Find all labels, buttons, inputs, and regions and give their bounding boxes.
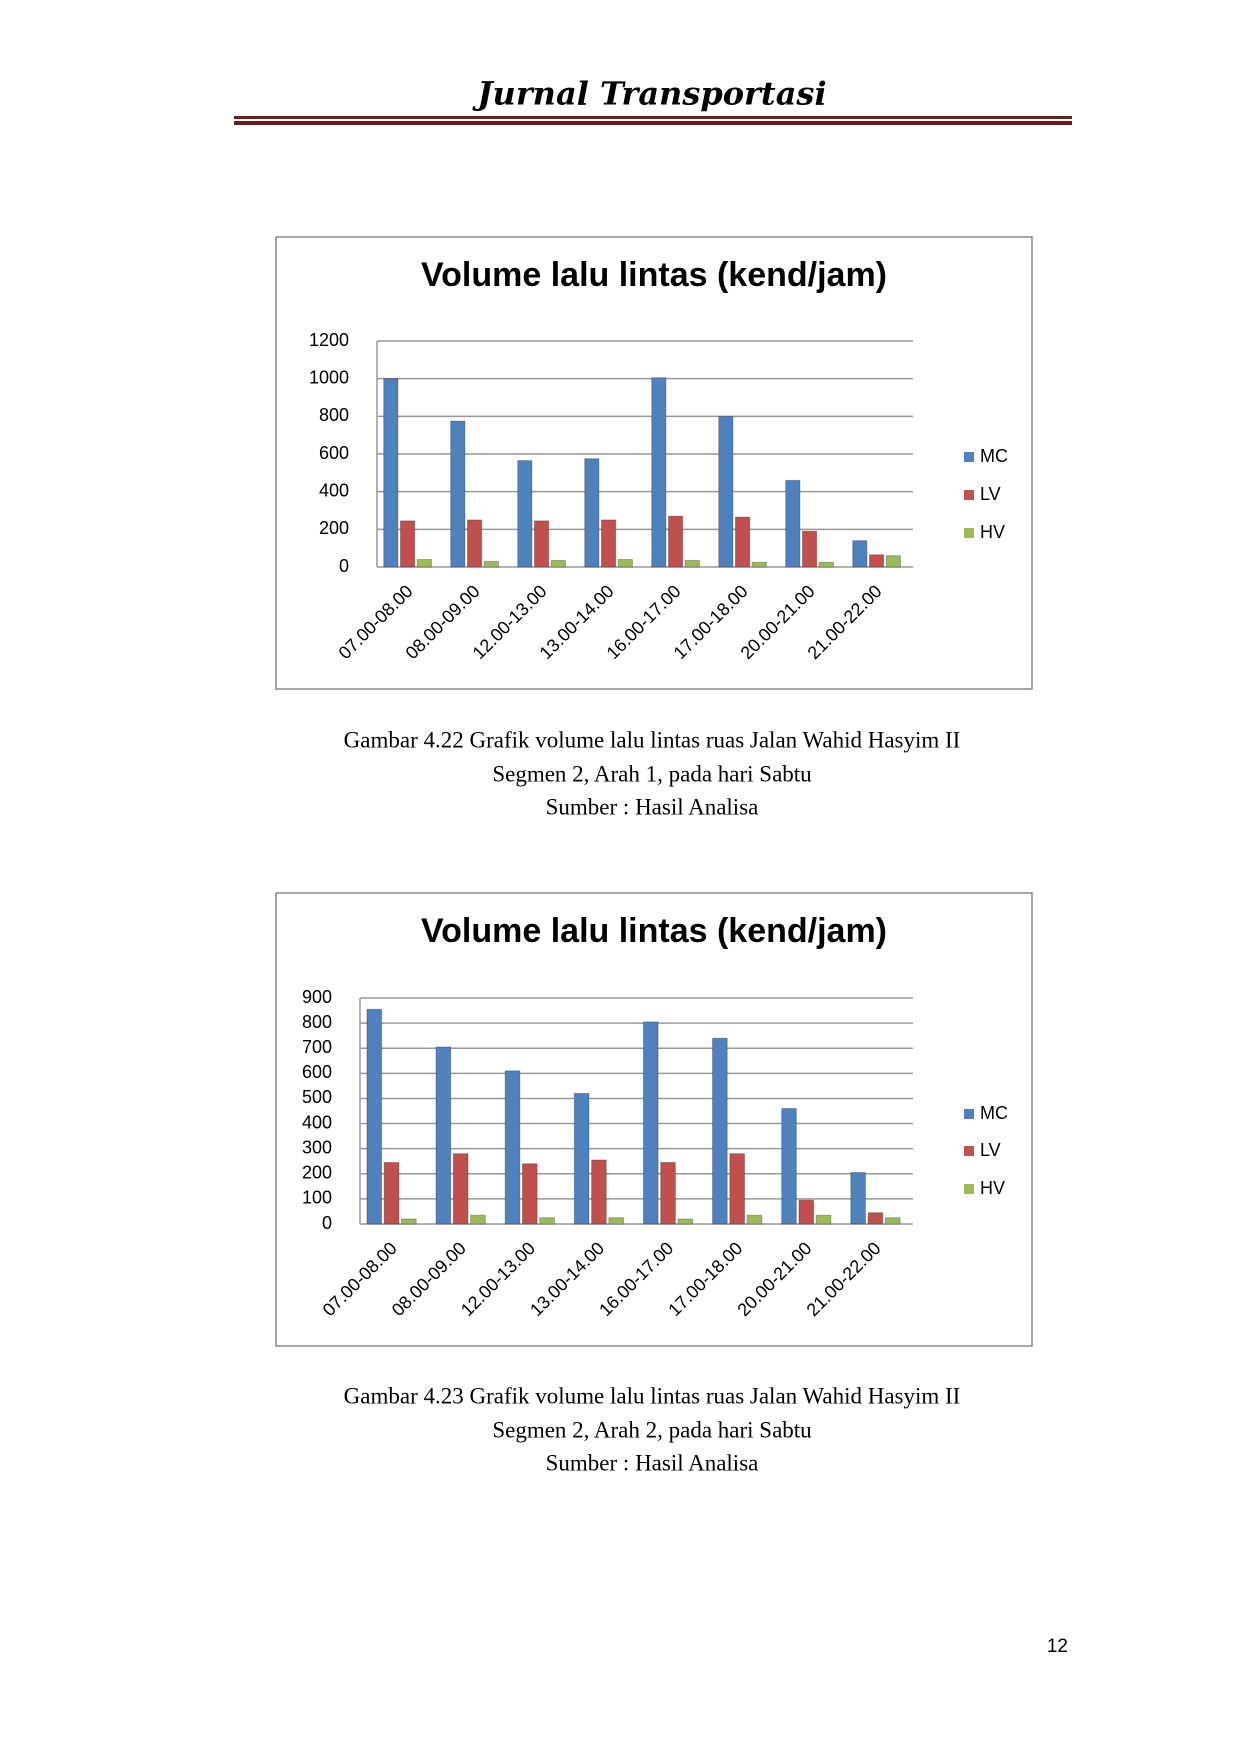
page-number: 12 (1047, 1636, 1068, 1657)
y-tick-label: 100 (302, 1188, 332, 1208)
y-tick-label: 800 (319, 405, 349, 425)
bar (550, 559, 566, 568)
bar (517, 460, 533, 568)
bar (400, 1218, 417, 1225)
bar (466, 519, 483, 568)
legend-label: MC (980, 1103, 1008, 1123)
bar (383, 378, 399, 568)
y-tick-label: 600 (302, 1062, 332, 1082)
header-rule (234, 116, 1072, 119)
bar (867, 1212, 884, 1225)
bar (651, 377, 667, 568)
journal-title: Jurnal Transportasi (471, 75, 826, 113)
y-tick-label: 1200 (309, 330, 349, 350)
bar (399, 520, 416, 568)
bar (591, 1159, 607, 1225)
y-tick-label: 200 (319, 518, 349, 538)
legend-swatch (964, 528, 974, 538)
chart-title: Volume lalu lintas (kend/jam) (421, 256, 887, 294)
caption: Gambar 4.23 Grafik volume lalu lintas ru… (344, 1383, 961, 1408)
bar (798, 1199, 815, 1225)
bar (450, 420, 466, 568)
legend-swatch (964, 1146, 974, 1156)
bar (781, 1107, 797, 1225)
caption: Segmen 2, Arah 2, pada hari Sabtu (492, 1417, 812, 1442)
legend-swatch (964, 1109, 974, 1119)
bar (642, 1021, 659, 1225)
bar (729, 1153, 746, 1225)
bar (533, 520, 550, 568)
bar (734, 516, 751, 568)
caption: Sumber : Hasil Analisa (546, 1450, 759, 1475)
y-tick-label: 0 (322, 1213, 332, 1233)
bar (504, 1070, 521, 1225)
bar (746, 1214, 763, 1225)
bar (383, 1161, 400, 1225)
bar (684, 559, 700, 568)
y-tick-label: 500 (302, 1087, 332, 1107)
bar (852, 540, 868, 568)
legend-label: LV (980, 484, 1001, 504)
bar (600, 519, 617, 568)
bar (539, 1217, 555, 1225)
legend-label: MC (980, 446, 1008, 466)
y-tick-label: 900 (302, 987, 332, 1007)
legend-swatch (964, 452, 974, 462)
y-tick-label: 200 (302, 1163, 332, 1183)
y-tick-label: 700 (302, 1037, 332, 1057)
y-tick-label: 600 (319, 443, 349, 463)
y-tick-label: 400 (302, 1112, 332, 1132)
bar (785, 479, 801, 568)
caption: Gambar 4.22 Grafik volume lalu lintas ru… (344, 727, 961, 752)
bar (435, 1046, 452, 1225)
caption: Segmen 2, Arah 1, pada hari Sabtu (492, 761, 812, 786)
y-tick-label: 800 (302, 1012, 332, 1032)
bar (452, 1153, 469, 1225)
legend-label: HV (980, 522, 1005, 542)
bar (470, 1214, 486, 1225)
bar (712, 1037, 728, 1225)
bar (483, 560, 499, 568)
legend-label: LV (980, 1140, 1001, 1160)
legend-swatch (964, 1184, 974, 1194)
y-tick-label: 1000 (309, 367, 349, 387)
y-tick-label: 400 (319, 480, 349, 500)
bar (584, 458, 600, 568)
chart-title: Volume lalu lintas (kend/jam) (421, 912, 887, 950)
bar (667, 515, 684, 568)
bar (718, 415, 734, 568)
y-tick-label: 300 (302, 1137, 332, 1157)
bar (608, 1217, 625, 1225)
header-rule (234, 121, 1072, 125)
bar (884, 1217, 901, 1225)
legend-swatch (964, 490, 974, 500)
bar (660, 1161, 676, 1225)
bar (815, 1214, 832, 1225)
bar (677, 1218, 694, 1225)
bar (850, 1172, 866, 1225)
bar (521, 1163, 538, 1225)
bar (573, 1092, 590, 1225)
legend-label: HV (980, 1178, 1005, 1198)
bar (885, 555, 901, 568)
bar (868, 554, 885, 568)
y-tick-label: 0 (339, 556, 349, 576)
bar (617, 558, 633, 568)
bar (416, 558, 432, 568)
bar (818, 561, 834, 568)
caption: Sumber : Hasil Analisa (546, 794, 759, 819)
bar (801, 530, 818, 568)
bar (366, 1008, 383, 1225)
bar (751, 561, 767, 568)
